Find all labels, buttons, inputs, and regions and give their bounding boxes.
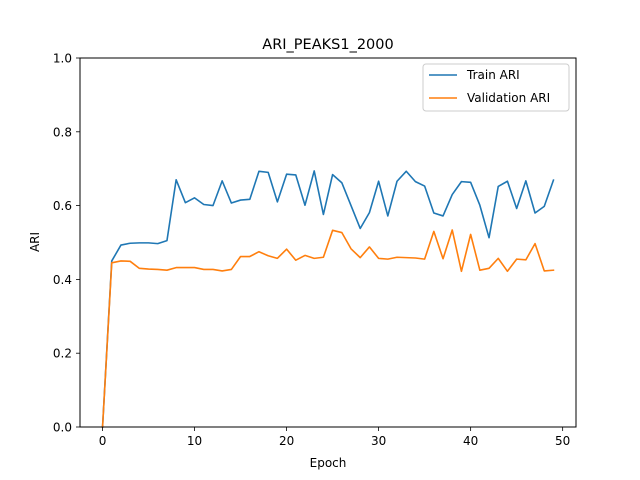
- x-tick-label: 0: [99, 434, 107, 448]
- legend-frame: [422, 63, 570, 112]
- x-tick-label: 10: [187, 434, 202, 448]
- y-axis-label: ARI: [28, 232, 42, 252]
- x-tick-label: 50: [555, 434, 570, 448]
- y-tick-label: 0.4: [53, 273, 72, 287]
- legend-label-train: Train ARI: [466, 68, 520, 82]
- x-tick-label: 30: [371, 434, 386, 448]
- series-line-validation-ari: [101, 229, 555, 428]
- y-tick-label: 0.0: [53, 421, 72, 435]
- y-tick-label: 0.2: [53, 347, 72, 361]
- y-axis: 0.0 0.2 0.4 0.6 0.8 1.0: [53, 52, 80, 435]
- x-tick-label: 20: [279, 434, 294, 448]
- y-tick-label: 0.6: [53, 199, 72, 213]
- x-axis-label: Epoch: [310, 456, 347, 470]
- plot-area: [79, 57, 577, 428]
- x-axis: 0 10 20 30 40 50: [99, 427, 570, 448]
- chart-title: ARI_PEAKS1_2000: [262, 37, 393, 53]
- series-group: [101, 170, 555, 428]
- y-tick-label: 0.8: [53, 125, 72, 139]
- x-tick-label: 40: [463, 434, 478, 448]
- plot-frame: [79, 57, 577, 428]
- y-tick-label: 1.0: [53, 52, 72, 66]
- series-line-train-ari: [101, 170, 555, 428]
- legend-label-validation: Validation ARI: [467, 91, 550, 105]
- legend: Train ARI Validation ARI: [422, 63, 570, 112]
